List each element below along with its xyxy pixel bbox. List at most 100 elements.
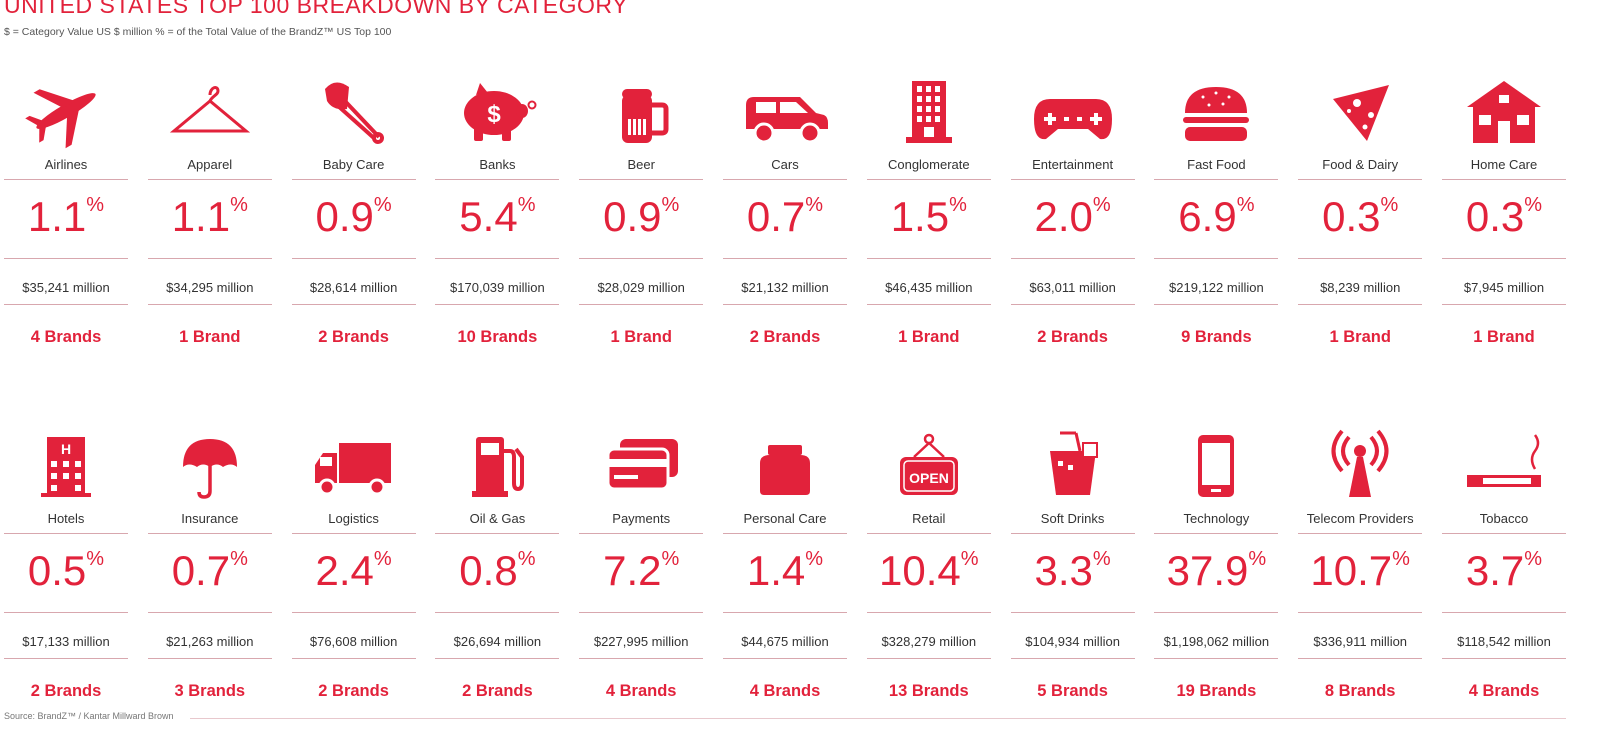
umbrella-icon [148, 429, 272, 501]
category-percent: 0.7% [723, 190, 847, 244]
category-value: $104,934 million [1025, 634, 1120, 649]
svg-text:$: $ [488, 101, 502, 128]
percent-value: 0.8 [459, 547, 518, 594]
percent-value: 1.1 [27, 193, 87, 240]
percent-sign: % [517, 194, 536, 216]
percent-sign: % [661, 194, 680, 216]
antenna-icon [1298, 429, 1422, 501]
category-card: Technology 37.9% $1,198,062 million 19 Bran… [1154, 429, 1279, 729]
category-percent: 2.4% [292, 544, 416, 598]
divider [1298, 304, 1423, 305]
brand-count: 1 Brand [179, 328, 241, 346]
divider [1298, 533, 1423, 534]
percent-sign: % [230, 548, 248, 570]
divider [1442, 304, 1566, 305]
divider [1442, 612, 1566, 613]
percent-sign: % [86, 548, 105, 570]
percent-sign: % [517, 548, 536, 570]
divider [147, 304, 272, 305]
category-card: Personal Care 1.4% $44,675 million 4 Brands [723, 429, 847, 729]
percent-sign: % [1236, 194, 1255, 216]
brand-count: 10 Brands [457, 328, 538, 346]
category-card: Conglomerate 1.5% $46,435 million 1 Brand [866, 75, 991, 375]
house-icon [1442, 75, 1566, 147]
divider [1442, 258, 1566, 259]
category-card: Telecom Providers 10.7% $336,911 million 8 … [1298, 429, 1423, 729]
category-percent: 0.8% [435, 544, 559, 598]
category-value: $21,132 million [741, 280, 829, 295]
divider [1154, 658, 1279, 659]
jar-icon [723, 429, 847, 501]
category-percent: 0.3% [1442, 190, 1566, 244]
category-value: $35,241 million [22, 280, 110, 295]
divider [579, 533, 704, 534]
category-value: $328,279 million [881, 634, 977, 649]
category-percent: 0.3% [1298, 190, 1422, 244]
percent-sign: % [960, 548, 979, 570]
category-card: H Hotels 0.5% $17,133 million 2 Brands [4, 429, 128, 729]
percent-sign: % [1092, 548, 1111, 570]
category-name: Technology [1183, 511, 1250, 526]
percent-value: 5.4 [459, 193, 518, 240]
percent-sign: % [949, 194, 967, 216]
category-name: Airlines [44, 157, 88, 172]
category-card: Insurance 0.7% $21,263 million 3 Brands [147, 429, 272, 729]
divider [1010, 533, 1135, 534]
category-percent: 2.0% [1011, 190, 1135, 244]
percent-sign: % [373, 548, 392, 570]
category-name: Oil & Gas [469, 511, 526, 526]
divider [1298, 612, 1423, 613]
percent-value: 3.7 [1465, 547, 1525, 594]
divider [1442, 658, 1566, 659]
divider [723, 258, 847, 259]
divider [147, 179, 272, 180]
divider [723, 658, 847, 659]
category-card: Entertainment 2.0% $63,011 million 2 Brands [1010, 75, 1135, 375]
category-name: Cars [771, 157, 799, 172]
brand-count: 1 Brand [1329, 328, 1391, 346]
category-card: Fast Food 6.9% $219,122 million 9 Brands [1154, 75, 1279, 375]
percent-value: 0.5 [27, 547, 87, 594]
category-name: Banks [479, 157, 516, 172]
brand-count: 2 Brands [30, 682, 102, 700]
page-title: UNITED STATES TOP 100 BREAKDOWN BY CATEG… [4, 0, 628, 18]
percent-value: 7.2 [603, 547, 662, 594]
divider [4, 258, 128, 259]
category-value: $46,435 million [885, 280, 973, 295]
category-name: Payments [612, 511, 671, 526]
piggy-bank-icon: $ [435, 75, 559, 147]
divider [147, 658, 272, 659]
category-name: Logistics [328, 511, 379, 526]
category-name: Hotels [47, 511, 85, 526]
percent-sign: % [373, 194, 392, 216]
drink-cup-icon [1011, 429, 1135, 501]
divider [579, 658, 704, 659]
divider [291, 304, 416, 305]
brand-count: 8 Brands [1324, 682, 1396, 700]
category-card: Food & Dairy 0.3% $8,239 million 1 Brand [1298, 75, 1423, 375]
category-value: $7,945 million [1463, 280, 1545, 295]
percent-value: 2.4 [315, 547, 374, 594]
fuel-pump-icon [435, 429, 559, 501]
divider [4, 533, 128, 534]
category-value: $21,263 million [166, 634, 254, 649]
category-value: $227,995 million [593, 634, 689, 649]
brand-count: 9 Brands [1181, 328, 1252, 346]
category-card: Cars 0.7% $21,132 million 2 Brands [723, 75, 847, 375]
divider [291, 179, 416, 180]
percent-sign: % [1524, 548, 1543, 570]
game-controller-icon [1011, 75, 1135, 147]
divider [291, 533, 416, 534]
category-value: $28,029 million [597, 280, 685, 295]
category-name: Beer [627, 157, 655, 172]
category-percent: 1.1% [4, 190, 128, 244]
percent-sign: % [1092, 194, 1111, 216]
category-value: $26,694 million [453, 634, 542, 649]
percent-value: 0.3 [1322, 193, 1381, 240]
cigarette-icon [1442, 429, 1566, 501]
category-percent: 10.7% [1298, 544, 1422, 598]
percent-value: 0.7 [171, 547, 231, 594]
category-name: Personal Care [743, 511, 827, 526]
brand-count: 4 Brands [749, 682, 821, 700]
divider [435, 533, 560, 534]
